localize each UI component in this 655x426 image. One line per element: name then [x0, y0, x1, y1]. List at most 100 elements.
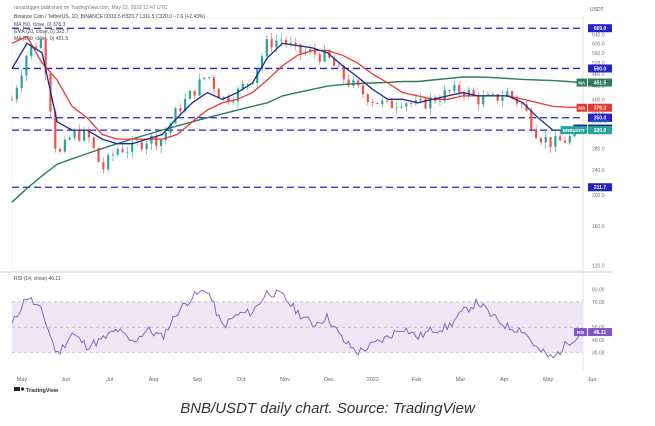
candle-body [212, 77, 216, 89]
candle-body [236, 88, 240, 102]
candle-body [92, 137, 95, 148]
y-tick-label: 440.0 [592, 84, 605, 90]
candle-body [10, 99, 14, 101]
candle-body [506, 91, 509, 98]
y-tick-label: 560.0 [592, 51, 605, 57]
x-tick-label: 2022 [367, 377, 379, 383]
candle-body [68, 137, 71, 140]
x-tick-label: Sep [192, 377, 202, 383]
candle-body [525, 104, 528, 111]
candle-body [376, 102, 379, 104]
candle-body [559, 136, 562, 141]
x-tick-label: Apr [500, 377, 509, 383]
candle-body [424, 98, 427, 109]
candle-body [568, 136, 571, 143]
candle-body [241, 83, 244, 89]
axis-badge-tag [576, 78, 587, 87]
candle-body [535, 129, 538, 139]
rsi-badge-tag [574, 328, 587, 337]
candle-body [20, 75, 23, 89]
candle-body [155, 135, 158, 147]
candle-body [501, 97, 504, 101]
ma50-legend: MA (50, close, 0) 376.3 [14, 22, 66, 28]
axis-badge-tag-text: BNBUSDT [563, 128, 585, 133]
candle-body [400, 106, 403, 108]
candle-body [280, 39, 283, 41]
candle-body [217, 88, 220, 99]
candle-body [131, 142, 134, 152]
candle-body [419, 98, 422, 101]
y-tick-label: 200.0 [592, 193, 605, 199]
candle-body [184, 98, 187, 112]
candle-body [549, 136, 552, 147]
symbol-line: Binance Coin / TetherUS, 1D, BINANCE O31… [14, 14, 205, 20]
candle-body [39, 39, 42, 49]
level-badge-label: 211.7 [594, 185, 606, 191]
level-badge-label: 669.0 [594, 26, 607, 32]
candle-body [222, 97, 225, 99]
candle-body [111, 154, 115, 156]
ma200-legend: MA (200, close, 0) 451.5 [14, 36, 68, 42]
candle-body [486, 94, 490, 96]
candle-body [270, 39, 273, 48]
candle-body [73, 130, 76, 138]
candle-body [179, 108, 182, 112]
candle-body [54, 111, 57, 149]
level-badge-label: 500.0 [594, 66, 607, 72]
candle-body [44, 39, 47, 74]
ema20-line [11, 42, 584, 145]
axis-badge [588, 78, 612, 87]
candle-body [188, 90, 192, 99]
candle-body [390, 100, 393, 109]
rsi-badge-label: 46.11 [594, 330, 606, 336]
candle-body [510, 91, 514, 97]
candle-body [352, 80, 355, 86]
x-tick-label: Mar [456, 377, 466, 383]
y-tick-label: 280.0 [592, 147, 605, 153]
price-pane [11, 17, 584, 271]
y-tick-label: 640.0 [592, 32, 605, 38]
x-tick-label: Jun [588, 377, 597, 383]
candle-body [405, 103, 408, 107]
candle-body [539, 138, 543, 143]
chart-caption: BNB/USDT daily chart. Source: TradingVie… [180, 400, 475, 417]
level-badge [588, 24, 612, 33]
candle-body [102, 162, 105, 170]
axis-badge [588, 103, 612, 112]
level-badge [588, 183, 612, 192]
candle-body [342, 66, 345, 80]
candle-body [83, 129, 86, 141]
candle-body [438, 100, 442, 102]
y-tick-label: 480.0 [592, 72, 605, 78]
rsi-line [11, 289, 584, 359]
candle-body [227, 97, 230, 103]
candle-body [265, 39, 268, 57]
rsi-tick-label: 70.00 [592, 300, 605, 306]
candle-body [496, 94, 499, 101]
axis-badge-tag-text: MA [578, 81, 586, 86]
ma200-line [11, 76, 584, 203]
x-tick-label: Aug [149, 377, 159, 383]
candle-body [275, 40, 278, 48]
rsi-badge [588, 328, 612, 337]
candle-body [409, 103, 413, 104]
y-tick-label: 240.0 [592, 168, 605, 174]
tradingview-wordmark: TradingView [26, 388, 59, 394]
candle-body [203, 77, 206, 80]
tradingview-logo [14, 387, 25, 391]
candle-body [361, 85, 365, 95]
candle-body [323, 50, 326, 62]
candle-body [443, 89, 446, 101]
candle-body [289, 42, 292, 44]
candle-body [337, 65, 341, 67]
candle-body [530, 110, 533, 130]
level-badge [588, 64, 612, 73]
axis-badge [588, 126, 612, 135]
candle-body [313, 49, 317, 55]
axis-badge-tag-text: MA [578, 106, 586, 111]
candle-body [145, 143, 148, 150]
candle-body [520, 103, 523, 105]
tradingview-logo-dot [20, 387, 25, 391]
candle-body [453, 84, 456, 91]
